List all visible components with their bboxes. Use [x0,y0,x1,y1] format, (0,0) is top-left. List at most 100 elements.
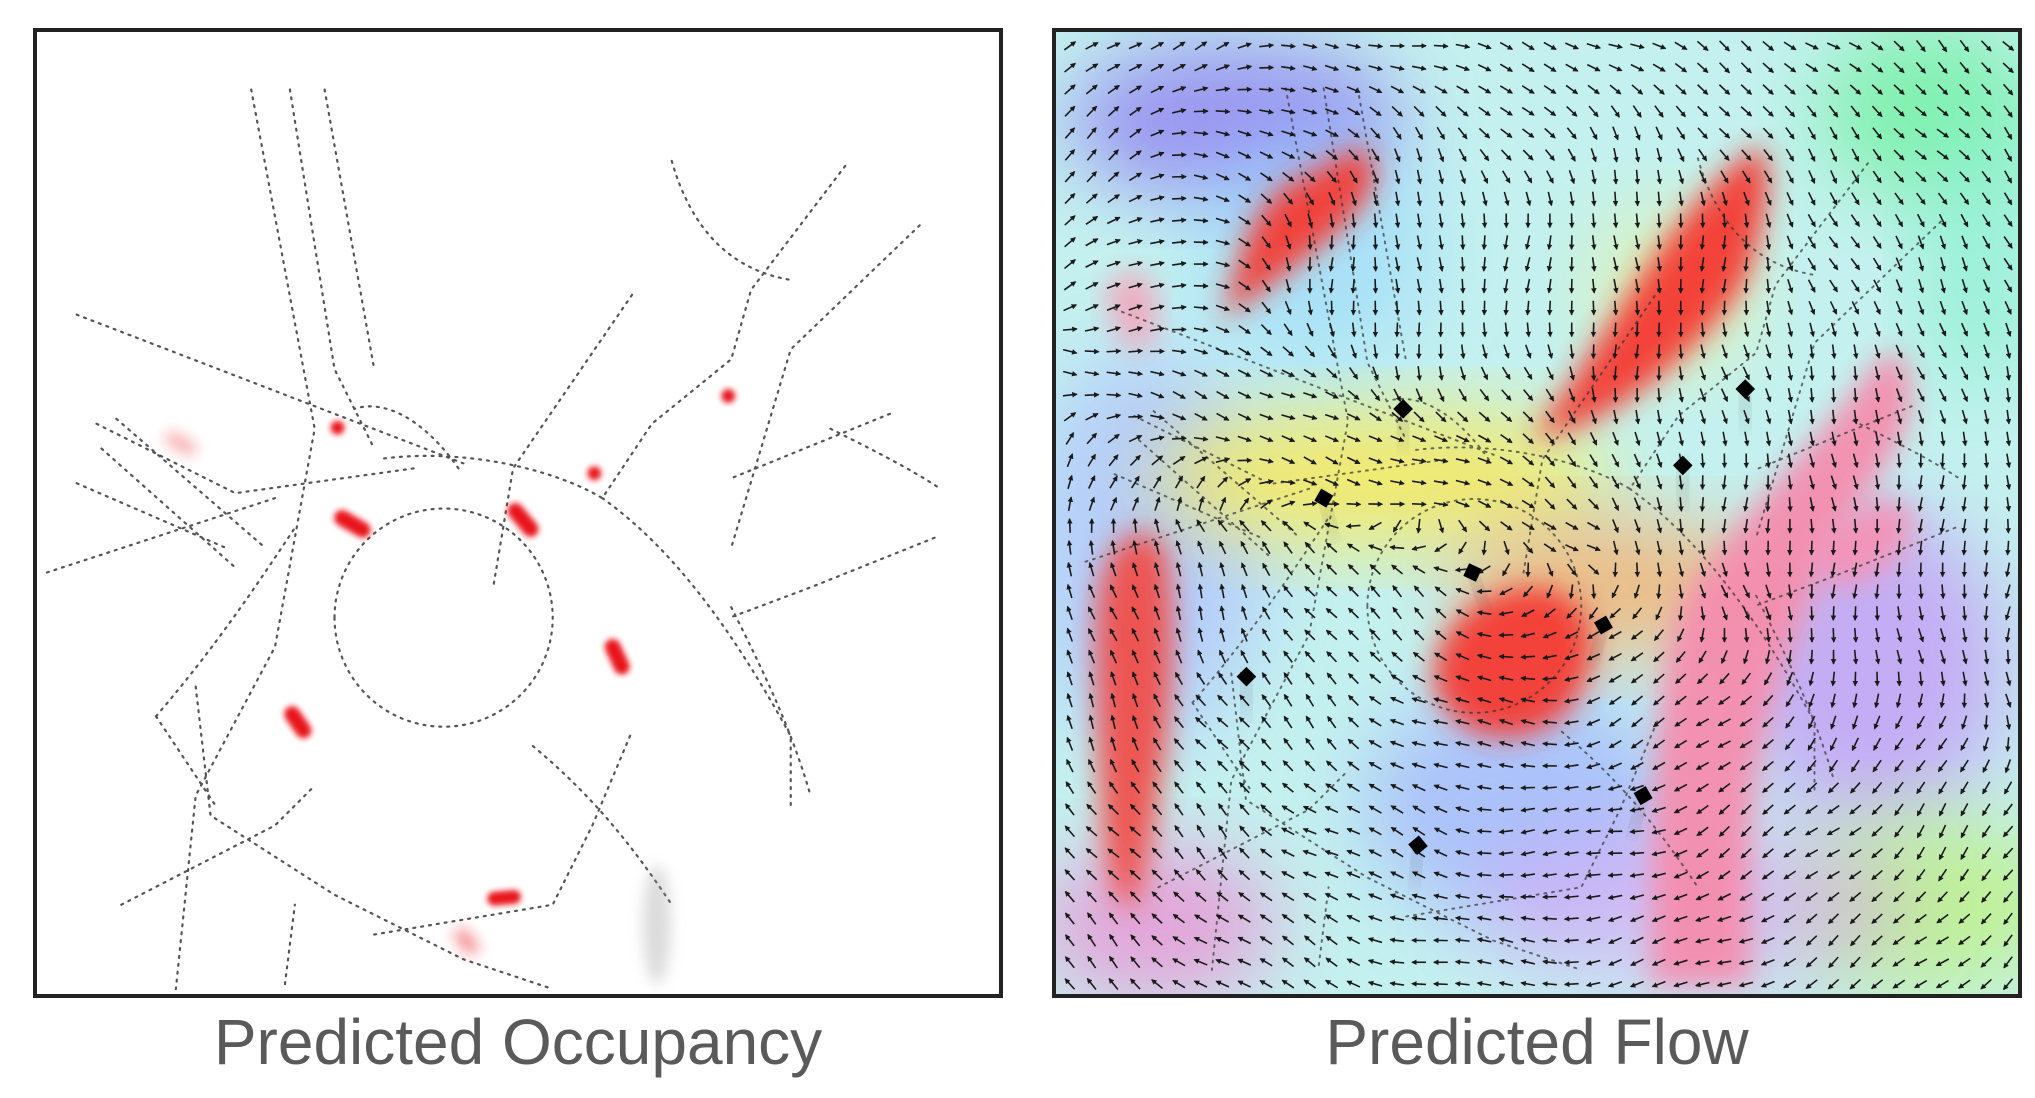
flow-arrow-icon [1895,235,1903,250]
flow-arrow-icon [1629,850,1645,857]
flow-arrow-icon [1872,235,1882,249]
flow-arrow-icon [1084,326,1100,332]
flow-arrow-icon [1850,258,1861,271]
road-segment [492,293,634,589]
road-segment [1415,446,1631,490]
flow-arrow-icon [1064,84,1076,95]
flow-arrow-icon [1259,391,1274,399]
flow-arrow-icon [1634,300,1641,316]
flow-arrow-icon [1281,130,1296,137]
flow-arrow-icon [1348,149,1359,161]
flow-arrow-icon [1302,86,1318,93]
flow-arrow-icon [1631,84,1644,95]
flow-arrow-icon [1740,62,1752,74]
flow-arrow-icon [1808,540,1815,556]
flow-arrow-icon [1591,235,1597,251]
flow-arrow-icon [1741,170,1751,184]
flow-arrow-icon [1215,64,1231,71]
flow-arrow-icon [1085,238,1099,247]
flow-arrow-icon [1215,130,1231,137]
flow-arrow-icon [1983,366,1990,381]
flow-arrow-icon [1394,278,1401,294]
flow-arrow-icon [1503,235,1509,251]
flow-arrow-icon [1129,128,1142,138]
flow-arrow-icon [1983,715,1989,731]
flow-arrow-icon [1784,84,1796,95]
road-segment [730,606,812,797]
flow-arrow-icon [1563,959,1579,966]
flow-arrow-icon [1893,127,1905,139]
flow-arrow-icon [1172,370,1187,377]
flow-arrow-icon [1172,41,1186,51]
road-segment [1366,498,1583,714]
flow-arrow-icon [1785,127,1795,140]
flow-arrow-icon [1260,324,1272,336]
road-segment [75,482,227,549]
flow-arrow-icon [1084,370,1100,377]
flow-arrow-icon [1958,149,1971,161]
flow-arrow-icon [1499,85,1513,94]
flow-arrow-icon [1259,86,1275,93]
flow-arrow-icon [1547,191,1554,207]
flow-arrow-icon [1743,300,1750,316]
flow-arrow-icon [1346,64,1362,72]
flow-arrow-icon [1543,106,1557,117]
flow-arrow-icon [1807,279,1816,293]
flow-arrow-icon [1435,105,1447,117]
flow-arrow-icon [1282,346,1294,357]
flow-arrow-icon [1215,86,1231,92]
flow-arrow-icon [1193,217,1209,224]
flow-arrow-icon [1416,169,1423,185]
flow-arrow-icon [2003,236,2013,249]
flow-arrow-icon [2002,62,2014,74]
road-segment [730,536,936,619]
flow-arrow-icon [1983,344,1990,359]
flow-arrow-icon [1329,213,1335,229]
flow-arrow-icon [1520,654,1536,660]
flow-arrow-icon [1501,366,1511,380]
flow-arrow-icon [1895,300,1903,316]
flow-arrow-icon [1324,108,1340,115]
flow-arrow-icon [1499,106,1513,116]
flow-arrow-icon [1150,85,1165,94]
flow-arrow-icon [1106,370,1122,377]
flow-arrow-icon [1523,170,1533,184]
flow-arrow-icon [1809,628,1815,643]
flow-arrow-icon [1370,389,1381,402]
flow-arrow-icon [1238,237,1252,247]
flow-arrow-icon [1830,322,1837,338]
flow-arrow-icon [1981,105,1992,118]
flow-arrow-icon [1634,344,1640,360]
flow-arrow-icon [1459,366,1466,381]
flow-arrow-icon [1699,235,1706,251]
vehicle-blob-icon [487,889,521,906]
flow-arrow-icon [1740,127,1752,139]
flow-arrow-icon [1523,366,1533,380]
flow-arrow-icon [1675,84,1687,95]
flow-arrow-icon [1261,236,1271,249]
flow-arrow-icon [1458,148,1467,162]
flow-arrow-icon [1458,388,1467,402]
flow-arrow-icon [1568,169,1576,185]
flow-arrow-icon [1328,257,1335,272]
flow-arrow-icon [1765,366,1772,381]
flow-arrow-icon [1085,63,1099,73]
flow-arrow-icon [1478,85,1492,94]
flow-arrow-icon [1193,152,1209,159]
flow-arrow-icon [1499,63,1513,72]
road-segment [174,88,316,991]
flow-arrow-icon [1064,127,1076,139]
flow-arrow-icon [1830,540,1837,556]
flow-arrow-icon [1961,300,1968,316]
flow-arrow-icon [1916,213,1925,228]
flow-arrow-icon [1481,344,1488,359]
flow-arrow-icon [1478,106,1491,117]
flow-caption: Predicted Flow [1325,1006,1749,1078]
flow-arrow-icon [1393,388,1402,402]
flow-arrow-icon [1828,258,1839,271]
flow-arrow-icon [1215,108,1231,115]
flow-arrow-icon [1085,215,1099,225]
flow-arrow-icon [1700,453,1706,469]
flow-arrow-icon [1915,171,1927,183]
flow-arrow-icon [1106,282,1121,290]
